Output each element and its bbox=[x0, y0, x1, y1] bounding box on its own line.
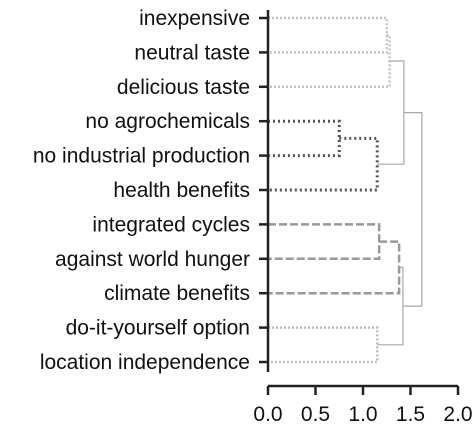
x-tick-label: 1.5 bbox=[396, 403, 425, 426]
x-axis: 0.0 0.5 1.0 1.5 2.0 bbox=[253, 384, 473, 426]
leaf-label: climate benefits bbox=[104, 282, 250, 305]
leaf-label: do-it-yourself option bbox=[66, 317, 250, 340]
dendrogram-link bbox=[268, 16, 388, 54]
leaf-label: location independence bbox=[40, 351, 250, 374]
dendrogram-link bbox=[402, 112, 423, 307]
leaf-label: inexpensive bbox=[139, 7, 250, 30]
dendrogram-link bbox=[268, 33, 391, 89]
dendrogram-link bbox=[268, 119, 341, 158]
dendrogram-link bbox=[268, 136, 379, 192]
leaf-label: health benefits bbox=[113, 179, 250, 202]
leaf-label: delicious taste bbox=[117, 76, 250, 99]
leaf-label: against world hunger bbox=[55, 248, 250, 271]
x-tick-label: 2.0 bbox=[443, 403, 472, 426]
leaf-label: no agrochemicals bbox=[85, 110, 250, 133]
x-tick-label: 0.0 bbox=[253, 403, 282, 426]
leaf-label: integrated cycles bbox=[92, 213, 250, 236]
x-tick-label: 1.0 bbox=[348, 403, 377, 426]
dendrogram-link bbox=[268, 326, 379, 364]
leaf-label: no industrial production bbox=[33, 145, 250, 168]
dendrogram-link bbox=[268, 223, 381, 261]
leaf-label: neutral taste bbox=[134, 41, 250, 64]
dendrogram-branches bbox=[268, 16, 423, 364]
leaf-axis: inexpensive neutral taste delicious taste n… bbox=[33, 7, 270, 374]
x-tick-label: 0.5 bbox=[301, 403, 330, 426]
